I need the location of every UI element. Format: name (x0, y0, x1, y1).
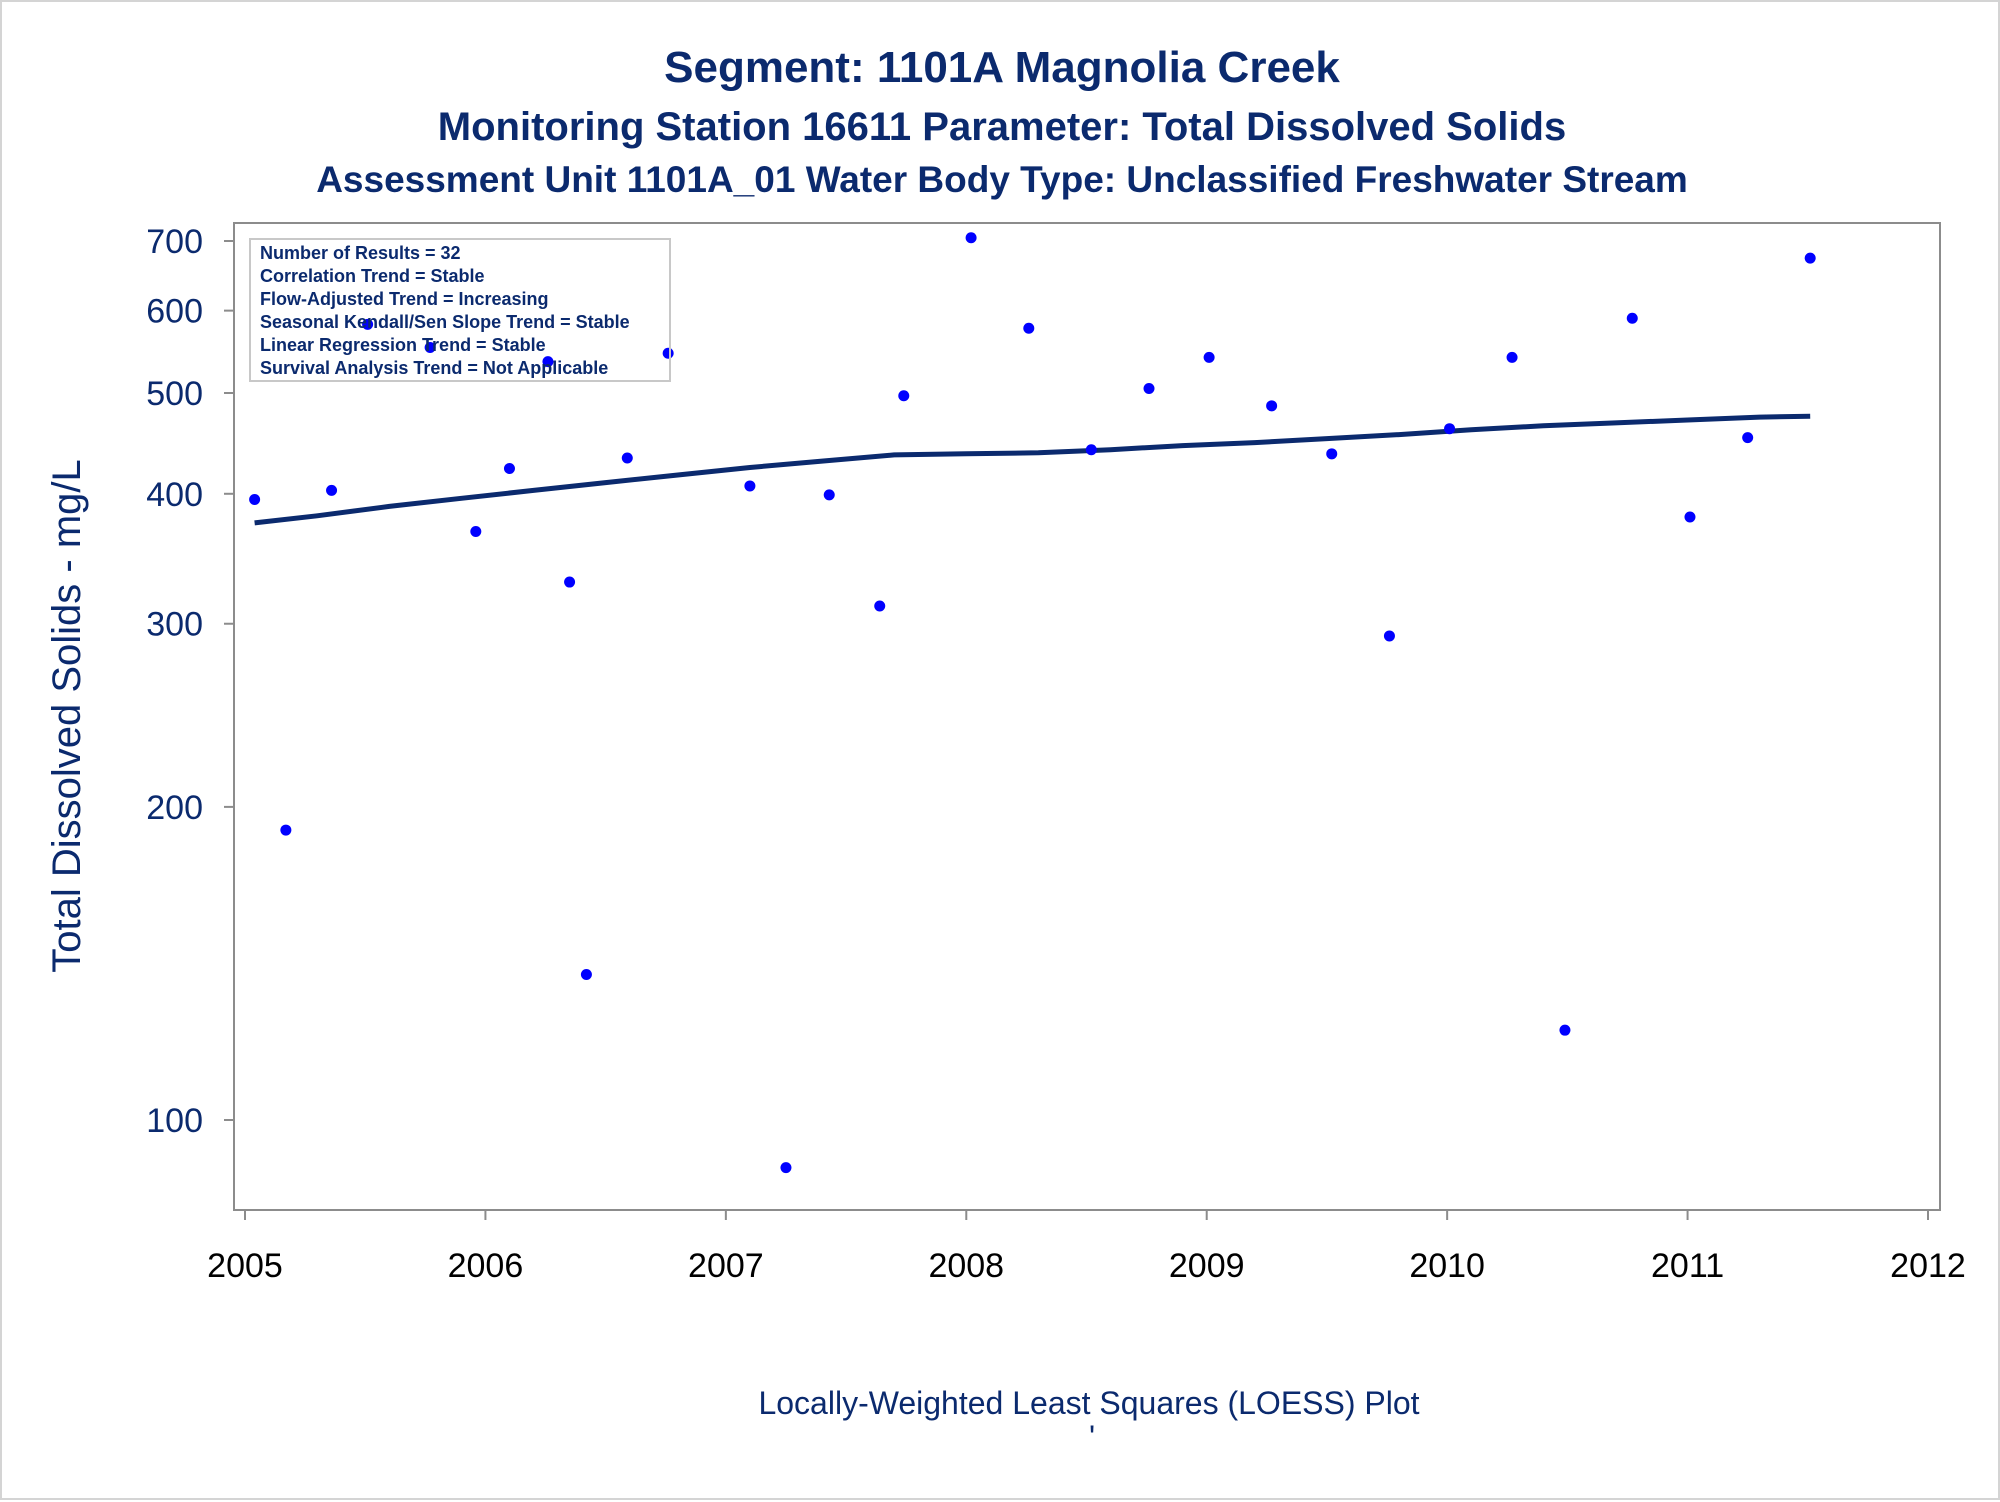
data-point (1444, 423, 1456, 435)
data-point (874, 600, 886, 612)
info-line-linear-regression: Linear Regression Trend = Stable (260, 335, 546, 355)
data-point (744, 480, 756, 492)
info-line-survival-analysis: Survival Analysis Trend = Not Applicable (260, 358, 608, 378)
y-axis-label: Total Dissolved Solids - mg/L (45, 459, 89, 973)
data-point (326, 484, 338, 496)
data-point (503, 463, 515, 475)
data-point (662, 347, 674, 359)
info-line-seasonal-kendall: Seasonal Kendall/Sen Slope Trend = Stabl… (260, 312, 630, 332)
x-tick-label: 2012 (1890, 1247, 1966, 1285)
data-point (1326, 448, 1338, 460)
x-tick-label: 2006 (448, 1247, 524, 1285)
y-tick-label: 200 (146, 789, 203, 827)
data-point (280, 824, 292, 836)
y-tick-label: 300 (146, 606, 203, 644)
plot-area (233, 222, 1941, 1211)
data-point (780, 1162, 792, 1174)
x-tick-label: 2007 (688, 1247, 764, 1285)
data-point (1203, 351, 1215, 363)
y-tick-label: 100 (146, 1102, 203, 1140)
y-axis: 100 200 300 400 500 600 700 (146, 223, 234, 1140)
data-point (965, 232, 977, 244)
loess-line (254, 413, 1811, 526)
data-point (542, 356, 554, 368)
info-box-border (249, 238, 671, 382)
data-point (470, 525, 482, 537)
x-tick-label: 2009 (1169, 1247, 1245, 1285)
chart-subtitle: Monitoring Station 16611 Parameter: Tota… (438, 105, 1566, 149)
data-point (1559, 1024, 1571, 1036)
footnote-mark: ' (1089, 1419, 1095, 1455)
data-point (362, 318, 374, 330)
x-tick-label: 2011 (1651, 1247, 1724, 1285)
data-point (898, 390, 910, 402)
info-line-correlation: Correlation Trend = Stable (260, 266, 485, 286)
chart-title: Segment: 1101A Magnolia Creek (664, 43, 1340, 92)
y-tick-label: 500 (146, 375, 203, 413)
data-point (580, 969, 592, 981)
data-point (823, 489, 835, 501)
data-point (564, 576, 576, 588)
chart-footnote: Locally-Weighted Least Squares (LOESS) P… (758, 1385, 1419, 1421)
chart-subtitle-2: Assessment Unit 1101A_01 Water Body Type… (316, 159, 1688, 200)
x-tick-label: 2005 (207, 1247, 283, 1285)
data-point (1383, 630, 1395, 642)
y-tick-label: 400 (146, 476, 203, 514)
loess-layer (254, 413, 1811, 526)
y-tick-label: 700 (146, 223, 203, 261)
y-tick-label: 600 (146, 293, 203, 331)
x-tick-label: 2010 (1409, 1247, 1485, 1285)
data-point (424, 341, 436, 353)
data-point (621, 452, 633, 464)
data-point (1506, 351, 1518, 363)
data-point (1742, 432, 1754, 444)
info-line-results: Number of Results = 32 (260, 243, 461, 263)
data-point (1143, 382, 1155, 394)
data-point (1085, 444, 1097, 456)
points-layer (249, 232, 1816, 1174)
info-box: Number of Results = 32 Correlation Trend… (249, 238, 671, 382)
data-point (249, 493, 261, 505)
data-point (1023, 322, 1035, 334)
data-point (1626, 312, 1638, 324)
data-point (1684, 511, 1696, 523)
x-axis: 2005 2006 2007 2008 2009 2010 2011 2012 (207, 1210, 1966, 1285)
data-point (1804, 252, 1816, 264)
data-point (1266, 400, 1278, 412)
info-line-flow-adjusted: Flow-Adjusted Trend = Increasing (260, 289, 549, 309)
x-tick-label: 2008 (928, 1247, 1004, 1285)
